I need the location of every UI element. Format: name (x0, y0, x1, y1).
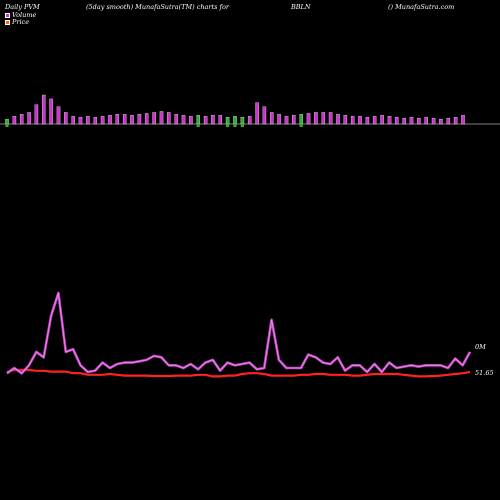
volume-bar (42, 94, 46, 125)
volume-bar (130, 115, 134, 125)
volume-bar-down (240, 124, 244, 127)
volume-bar (115, 114, 120, 125)
volume-bar (225, 117, 230, 125)
volume-bar (365, 117, 370, 125)
volume-bar (358, 116, 362, 125)
volume-bar (247, 116, 252, 125)
volume-bar (292, 115, 296, 125)
volume-bar (380, 115, 384, 125)
volume-bar (71, 116, 75, 125)
volume-bar (78, 117, 83, 125)
symbol-label: BBLN (291, 3, 311, 11)
volume-bar (144, 113, 149, 125)
volume-bar (284, 116, 289, 125)
legend-price: Price (5, 18, 29, 26)
volume-bar (299, 114, 303, 125)
legend-volume: Volume (5, 11, 36, 19)
volume-bar (5, 119, 9, 125)
volume-bar (453, 117, 458, 125)
volume-bar (402, 118, 406, 125)
volume-bar (336, 114, 340, 125)
volume-bar (181, 115, 186, 125)
volume-bar (424, 117, 428, 125)
volume-bar (218, 115, 223, 125)
volume-bar (196, 115, 200, 125)
volume-bar (34, 104, 39, 125)
volume-bar (306, 113, 311, 125)
volume-bar (56, 106, 61, 125)
volume-bar (417, 118, 421, 125)
volume-bar (439, 119, 443, 125)
site-label: () MunafaSutra.com (388, 3, 455, 11)
volume-bar (27, 112, 31, 125)
volume-bar (19, 114, 24, 125)
volume-bar (137, 114, 142, 125)
pvm-line-inner (6, 292, 471, 374)
volume-bar (314, 112, 318, 125)
volume-bar-down (5, 124, 9, 127)
volume-bar (387, 116, 392, 125)
volume-bar (446, 118, 451, 125)
volume-bar (49, 98, 53, 125)
pvm-value-label: 0M (475, 343, 486, 351)
volume-bar (461, 115, 465, 125)
volume-bar (152, 112, 156, 125)
volume-bar (431, 118, 436, 125)
volume-bars (5, 94, 465, 127)
volume-bar (211, 115, 215, 125)
volume-bar (343, 115, 348, 125)
volume-bar (174, 114, 178, 125)
volume-bar (233, 116, 237, 125)
volume-bar (122, 114, 127, 125)
volume-bar (321, 112, 326, 125)
chart-type-label: Daily PVM (5, 3, 40, 11)
volume-bar (262, 106, 267, 125)
volume-bar (108, 115, 112, 125)
volume-bar (12, 116, 17, 125)
volume-bar (277, 114, 281, 125)
volume-bar-down (196, 124, 200, 127)
volume-swatch (5, 12, 10, 18)
volume-bar (100, 116, 105, 125)
price-line (6, 368, 471, 378)
volume-bar (395, 117, 399, 125)
volume-bar (240, 117, 245, 125)
pvm-line (6, 291, 472, 375)
volume-bar (93, 117, 98, 125)
volume-bar (86, 116, 90, 125)
volume-bar-down (226, 124, 230, 127)
volume-bar (270, 112, 274, 125)
volume-bar (255, 102, 259, 125)
volume-bar (159, 111, 164, 125)
volume-bar (64, 112, 68, 125)
chart-title: (5day smooth) MunafaSutra(TM) charts for (86, 3, 229, 11)
volume-bar (372, 116, 377, 125)
volume-bar (189, 116, 193, 125)
legend-volume-label: Volume (12, 11, 37, 19)
volume-bar (328, 112, 333, 125)
volume-bar (409, 117, 414, 125)
volume-bar-down (233, 124, 237, 127)
price-swatch (5, 19, 10, 25)
legend-price-label: Price (12, 18, 30, 26)
price-value-label: 51.65 (475, 369, 494, 377)
volume-bar (167, 112, 171, 125)
volume-bar (203, 116, 208, 125)
volume-bar (350, 116, 355, 125)
volume-bar-down (299, 124, 303, 127)
